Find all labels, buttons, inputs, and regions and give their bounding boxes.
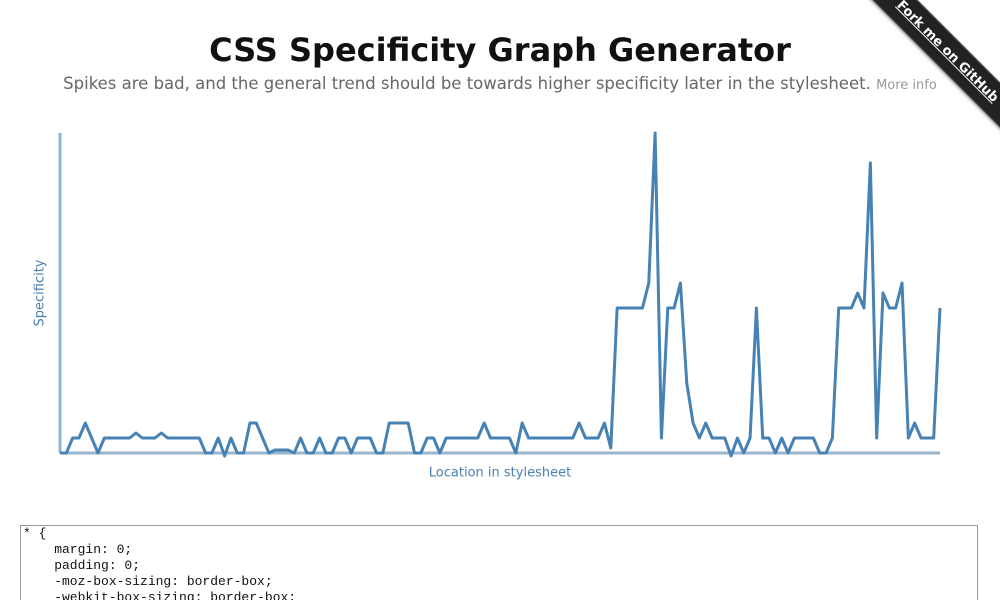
x-axis-label: Location in stylesheet xyxy=(429,466,571,481)
code-line: -moz-box-sizing: border-box; xyxy=(23,574,273,589)
code-line: -webkit-box-sizing: border-box; xyxy=(23,590,297,600)
subtitle-row: Spikes are bad, and the general trend sh… xyxy=(0,72,1000,98)
ribbon-container: Fork me on GitHub xyxy=(860,0,1000,140)
y-axis-label: Specificity xyxy=(33,259,48,326)
specificity-line xyxy=(60,131,942,458)
more-info-link[interactable]: More info xyxy=(876,78,937,93)
chart: Specificity Location in stylesheet xyxy=(33,131,942,481)
subtitle: Spikes are bad, and the general trend sh… xyxy=(63,74,871,93)
code-line: padding: 0; xyxy=(23,558,141,573)
code-line: margin: 0; xyxy=(23,542,133,557)
code-line: * { xyxy=(23,526,47,541)
code-box: * { margin: 0; padding: 0; -moz-box-sizi… xyxy=(20,525,978,600)
fork-ribbon[interactable]: Fork me on GitHub xyxy=(864,0,1000,135)
title: CSS Specificity Graph Generator xyxy=(209,31,791,69)
